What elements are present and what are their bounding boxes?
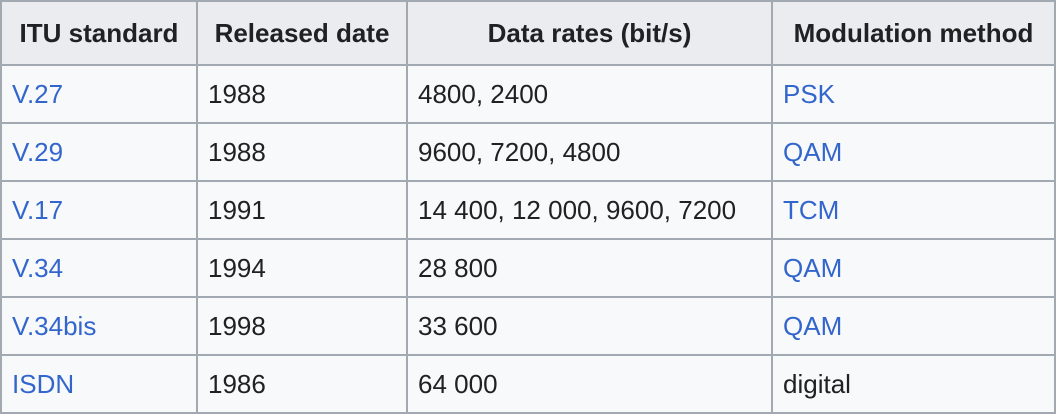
cell-link[interactable]: PSK — [783, 78, 836, 109]
table-cell: TCM — [771, 180, 1056, 240]
table-cell: 1994 — [196, 238, 408, 298]
cell-link[interactable]: V.27 — [12, 78, 64, 109]
table-cell: 1986 — [196, 354, 408, 414]
table-cell: ISDN — [0, 354, 198, 414]
cell-link[interactable]: TCM — [783, 194, 840, 225]
table-row: ISDN 1986 64 000 digital — [0, 354, 1056, 414]
table-cell: 33 600 — [406, 296, 773, 356]
cell-link[interactable]: ISDN — [12, 368, 75, 399]
table-cell: PSK — [771, 64, 1056, 124]
table-cell: QAM — [771, 238, 1056, 298]
table-row: V.29 1988 9600, 7200, 4800 QAM — [0, 122, 1056, 182]
table-cell: V.27 — [0, 64, 198, 124]
table-row: V.34bis 1998 33 600 QAM — [0, 296, 1056, 356]
cell-text: 1994 — [208, 252, 266, 283]
cell-link[interactable]: V.34bis — [12, 310, 97, 341]
cell-link[interactable]: V.29 — [12, 136, 64, 167]
column-header: Modulation method — [771, 0, 1056, 66]
table-cell: 1988 — [196, 122, 408, 182]
table-cell: V.34bis — [0, 296, 198, 356]
table-cell: V.34 — [0, 238, 198, 298]
column-header: Released date — [196, 0, 408, 66]
cell-text: 28 800 — [418, 252, 498, 283]
table-cell: V.29 — [0, 122, 198, 182]
table-cell: QAM — [771, 122, 1056, 182]
cell-text: 64 000 — [418, 368, 498, 399]
cell-text: 4800, 2400 — [418, 78, 549, 109]
column-header: ITU standard — [0, 0, 198, 66]
column-header: Data rates (bit/s) — [406, 0, 773, 66]
cell-link[interactable]: V.34 — [12, 252, 64, 283]
table-cell: 14 400, 12 000, 9600, 7200 — [406, 180, 773, 240]
cell-text: 9600, 7200, 4800 — [418, 136, 621, 167]
table-cell: V.17 — [0, 180, 198, 240]
cell-link[interactable]: QAM — [783, 136, 843, 167]
cell-text: 1988 — [208, 136, 266, 167]
cell-text: 14 400, 12 000, 9600, 7200 — [418, 194, 737, 225]
table-cell: 1988 — [196, 64, 408, 124]
cell-text: 1988 — [208, 78, 266, 109]
cell-text: 1991 — [208, 194, 266, 225]
table-cell: 1998 — [196, 296, 408, 356]
cell-link[interactable]: V.17 — [12, 194, 64, 225]
table-row: V.34 1994 28 800 QAM — [0, 238, 1056, 298]
header-row: ITU standard Released date Data rates (bit… — [0, 0, 1056, 66]
cell-link[interactable]: QAM — [783, 310, 843, 341]
cell-text: digital — [783, 368, 851, 399]
table-cell: 9600, 7200, 4800 — [406, 122, 773, 182]
table-cell: digital — [771, 354, 1056, 414]
cell-text: 1986 — [208, 368, 266, 399]
table-cell: 4800, 2400 — [406, 64, 773, 124]
table-cell: 1991 — [196, 180, 408, 240]
table-cell: 64 000 — [406, 354, 773, 414]
cell-text: 1998 — [208, 310, 266, 341]
table-cell: 28 800 — [406, 238, 773, 298]
table-cell: QAM — [771, 296, 1056, 356]
table-row: V.17 1991 14 400, 12 000, 9600, 7200 TCM — [0, 180, 1056, 240]
table-row: V.27 1988 4800, 2400 PSK — [0, 64, 1056, 124]
cell-text: 33 600 — [418, 310, 498, 341]
table-body: V.27 1988 4800, 2400 PSK V.29 1988 9600, 7200,… — [0, 64, 1056, 414]
cell-link[interactable]: QAM — [783, 252, 843, 283]
